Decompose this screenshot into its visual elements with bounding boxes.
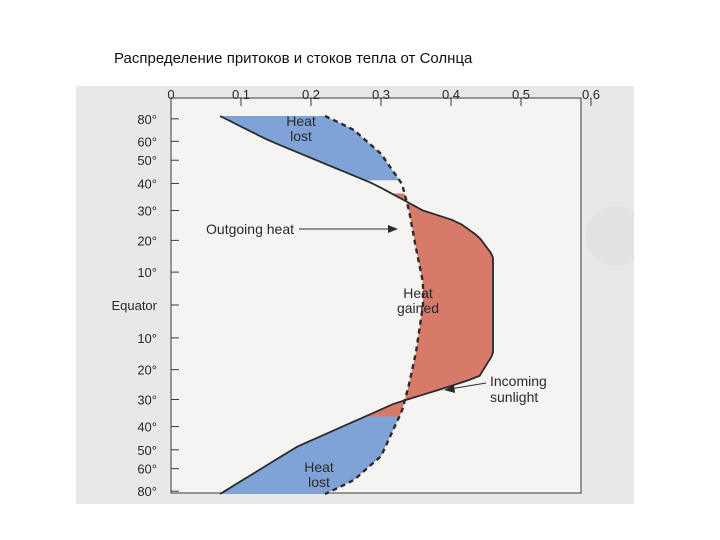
region-label: Heat [403,285,433,301]
y-tick-label: 40° [137,420,157,435]
slide-title: Распределение притоков и стоков тепла от… [114,50,473,67]
y-tick-label: 80° [137,484,157,499]
annotation-arrowhead [444,385,455,393]
x-tick-label: 0.1 [232,87,250,102]
region-label: gained [397,300,439,316]
background-blob [586,206,634,266]
y-tick-label: 30° [137,393,157,408]
region-area-1 [365,193,493,417]
region-label: lost [308,474,330,490]
region-area-0 [220,116,400,181]
x-tick-label: 0.4 [442,87,460,102]
y-tick-label: 30° [137,204,157,219]
x-tick-label: 0 [167,87,174,102]
y-tick-label: 40° [137,176,157,191]
series-line-outgoing-heat [324,114,425,496]
x-tick-label: 0.6 [582,87,600,102]
y-tick-label: 50° [137,153,157,168]
series-line-incoming-sunlight [219,115,494,495]
y-tick-label: 20° [137,363,157,378]
chart-figure: 0 0.1 0.2 0.3 0.4 0.5 0.6 80° 60° 50° 40° 30° 20° 10°… [76,86,634,504]
y-tick-label: Equator [111,298,157,313]
region-area-2 [220,416,400,494]
x-tick-label: 0.5 [512,87,530,102]
y-tick-label: 10° [137,331,157,346]
y-tick-label: 60° [137,462,157,477]
y-tick-label: 60° [137,134,157,149]
x-tick-label: 0.2 [302,87,320,102]
annotation-outgoing-heat: Outgoing heat [206,221,294,237]
heat-balance-chart: 0 0.1 0.2 0.3 0.4 0.5 0.6 80° 60° 50° 40° 30° 20° 10°… [111,87,634,499]
annotation-incoming-sunlight: Incoming [490,373,547,389]
y-tick-label: 80° [137,112,157,127]
region-label: Heat [286,113,316,129]
region-label: lost [290,128,312,144]
annotation-incoming-sunlight: sunlight [490,389,538,405]
y-tick-label: 20° [137,233,157,248]
x-tick-label: 0.3 [372,87,390,102]
y-tick-label: 10° [137,265,157,280]
region-label: Heat [304,459,334,475]
annotation-arrow-line [449,382,487,390]
y-tick-label: 50° [137,443,157,458]
annotation-arrowhead [388,225,398,233]
